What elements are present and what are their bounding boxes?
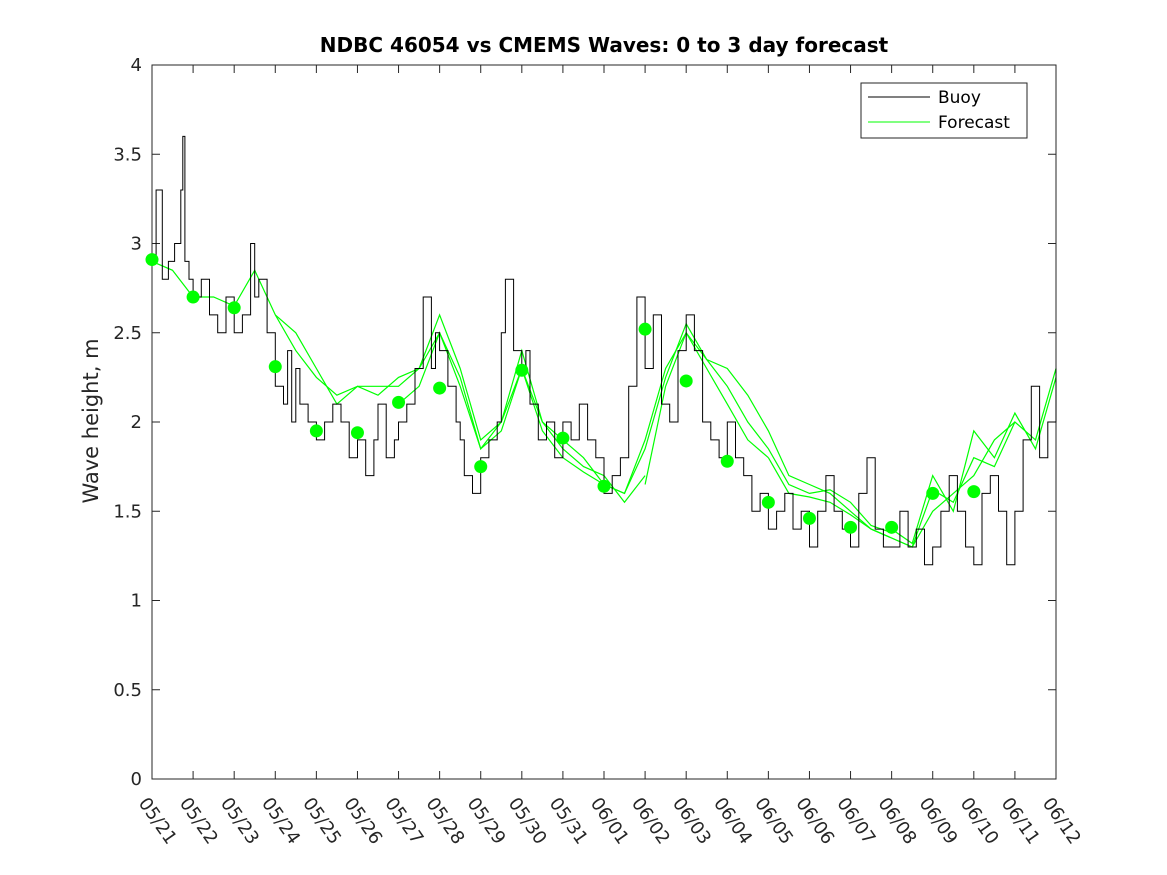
x-tick-label: 05/27 — [380, 794, 427, 849]
forecast-marker — [186, 290, 200, 304]
x-tick-label: 06/12 — [1038, 794, 1085, 849]
forecast-marker — [844, 520, 858, 534]
y-tick-label: 3.5 — [113, 144, 142, 165]
forecast-marker — [679, 374, 693, 388]
forecast-marker — [145, 253, 159, 267]
forecast-marker — [474, 460, 488, 474]
chart-title: NDBC 46054 vs CMEMS Waves: 0 to 3 day fo… — [320, 33, 889, 57]
x-tick-label: 05/28 — [422, 794, 469, 849]
forecast-marker — [433, 381, 447, 395]
forecast-marker — [926, 486, 940, 500]
legend-label-forecast: Forecast — [938, 113, 1010, 133]
forecast-line — [644, 331, 1016, 548]
x-tick-label: 06/05 — [750, 794, 797, 849]
x-tick-label: 05/31 — [545, 794, 592, 849]
legend-box — [860, 82, 1028, 139]
forecast-marker — [638, 322, 652, 336]
legend-label-buoy: Buoy — [938, 88, 981, 108]
forecast-marker — [556, 431, 570, 445]
x-tick-label: 06/02 — [627, 794, 674, 849]
forecast-marker — [309, 424, 323, 438]
forecast-marker — [515, 363, 529, 377]
y-tick-label: 0 — [131, 769, 142, 790]
forecast-marker — [761, 495, 775, 509]
forecast-marker — [268, 360, 282, 374]
x-tick-label: 05/22 — [175, 794, 222, 849]
forecast-marker — [350, 426, 364, 440]
x-tick-label: 05/30 — [504, 794, 551, 849]
x-tick-label: 06/06 — [791, 794, 838, 849]
series-layer — [145, 135, 1057, 566]
forecast-marker — [720, 454, 734, 468]
plot-frame — [151, 64, 1057, 780]
forecast-marker — [885, 520, 899, 534]
x-tick-label: 06/07 — [832, 794, 879, 849]
y-axis-label: Wave height, m — [79, 338, 103, 503]
x-tick-label: 05/29 — [463, 794, 510, 849]
x-tick-label: 05/24 — [257, 794, 304, 849]
x-tick-label: 05/21 — [134, 794, 181, 849]
forecast-marker — [967, 485, 981, 499]
x-tick-label: 06/11 — [997, 794, 1044, 849]
legend: Buoy Forecast — [860, 82, 1028, 139]
forecast-marker — [227, 301, 241, 315]
x-tick-label: 06/10 — [956, 794, 1003, 849]
x-tick-label: 06/04 — [709, 794, 756, 849]
y-ticks: 0 0.5 1 1.5 2 2.5 3 3.5 4 — [113, 55, 1056, 790]
x-tick-label: 06/01 — [586, 794, 633, 849]
forecast-line — [398, 331, 769, 495]
forecast-line — [151, 260, 523, 450]
y-tick-label: 2 — [131, 412, 142, 433]
y-tick-label: 0.5 — [113, 680, 142, 701]
forecast-marker — [597, 479, 611, 493]
y-tick-label: 1.5 — [113, 501, 142, 522]
x-tick-label: 05/23 — [216, 794, 263, 849]
y-tick-label: 1 — [131, 591, 142, 612]
y-tick-label: 4 — [131, 55, 142, 76]
forecast-marker — [392, 395, 406, 409]
y-tick-label: 3 — [131, 234, 142, 255]
x-tick-label: 05/26 — [339, 794, 386, 849]
buoy-line — [152, 135, 1057, 566]
x-tick-label: 05/25 — [298, 794, 345, 849]
forecast-marker — [802, 511, 816, 525]
forecast-line — [891, 377, 1057, 545]
x-tick-label: 06/03 — [668, 794, 715, 849]
x-tick-label: 06/09 — [915, 794, 962, 849]
x-tick-label: 06/08 — [874, 794, 921, 849]
plot-area: 00.511.522.533.54 05/2105/2205/2305/2405… — [113, 55, 1085, 848]
y-tick-label: 2.5 — [113, 323, 142, 344]
